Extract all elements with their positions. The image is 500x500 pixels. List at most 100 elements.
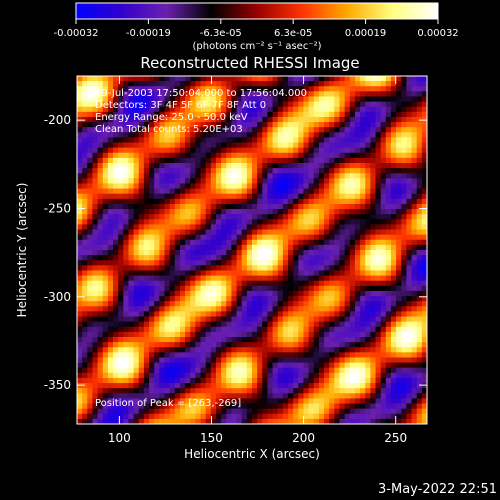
heatmap-cell: [241, 337, 248, 343]
heatmap-cell: [97, 331, 104, 338]
heatmap-cell: [354, 316, 361, 323]
heatmap-cell: [396, 203, 402, 210]
heatmap-cell: [205, 183, 212, 190]
heatmap-cell: [164, 106, 171, 113]
heatmap-cell: [200, 239, 207, 246]
heatmap-cell: [221, 132, 227, 139]
heatmap-cell: [123, 163, 130, 169]
heatmap-cell: [159, 398, 166, 405]
heatmap-cell: [349, 219, 356, 226]
heatmap-cell: [308, 275, 315, 282]
heatmap-cell: [272, 362, 279, 369]
heatmap-cell: [226, 106, 233, 113]
heatmap-cell: [102, 270, 109, 277]
heatmap-cell: [87, 96, 94, 103]
heatmap-cell: [303, 383, 310, 389]
heatmap-cell: [246, 229, 253, 236]
heatmap-cell: [241, 316, 248, 323]
heatmap-cell: [262, 183, 269, 190]
heatmap-cell: [272, 383, 279, 389]
heatmap-cell: [401, 342, 408, 348]
heatmap-cell: [210, 321, 217, 328]
heatmap-cell: [246, 362, 253, 369]
heatmap-cell: [190, 260, 196, 266]
heatmap-cell: [92, 188, 99, 195]
heatmap-cell: [267, 147, 274, 154]
heatmap-cell: [416, 224, 423, 231]
heatmap-cell: [169, 377, 176, 384]
heatmap-cell: [174, 408, 181, 415]
heatmap-cell: [143, 76, 150, 82]
heatmap-cell: [159, 203, 166, 210]
heatmap-cell: [195, 116, 202, 123]
heatmap-cell: [154, 377, 160, 384]
heatmap-cell: [318, 106, 325, 113]
heatmap-cell: [396, 96, 402, 103]
heatmap-cell: [318, 229, 325, 236]
heatmap-cell: [215, 198, 222, 205]
heatmap-cell: [385, 152, 392, 159]
heatmap-cell: [411, 116, 418, 123]
heatmap-cell: [102, 408, 109, 415]
heatmap-cell: [143, 173, 150, 179]
heatmap-cell: [308, 111, 315, 118]
heatmap-cell: [143, 101, 150, 108]
heatmap-cell: [246, 301, 253, 307]
heatmap-cell: [246, 372, 253, 379]
heatmap-cell: [396, 290, 402, 297]
heatmap-cell: [298, 168, 305, 174]
heatmap-cell: [272, 86, 279, 92]
heatmap-cell: [200, 331, 207, 338]
heatmap-cell: [205, 342, 212, 348]
heatmap-cell: [416, 326, 423, 333]
heatmap-cell: [221, 142, 227, 149]
heatmap-cell: [339, 137, 346, 144]
heatmap-cell: [87, 101, 94, 108]
heatmap-cell: [293, 383, 299, 389]
heatmap-cell: [97, 377, 104, 384]
heatmap-cell: [195, 203, 202, 210]
heatmap-cell: [375, 255, 382, 261]
heatmap-cell: [164, 224, 171, 231]
heatmap-cell: [354, 255, 361, 261]
heatmap-cell: [329, 326, 335, 333]
heatmap-cell: [267, 234, 274, 241]
heatmap-cell: [149, 403, 155, 410]
heatmap-cell: [77, 173, 83, 179]
heatmap-cell: [401, 76, 408, 82]
heatmap-cell: [195, 132, 202, 139]
heatmap-cell: [128, 306, 135, 313]
colorbar-ticks: [75, 19, 439, 24]
heatmap-cell: [272, 152, 279, 159]
heatmap-cell: [303, 122, 310, 128]
heatmap-cell: [107, 408, 114, 415]
heatmap-cell: [277, 331, 284, 338]
heatmap-cell: [360, 188, 366, 195]
heatmap-cell: [406, 127, 413, 133]
heatmap-cell: [303, 403, 310, 410]
heatmap-cell: [375, 101, 382, 108]
heatmap-cell: [123, 331, 130, 338]
heatmap-cell: [174, 306, 181, 313]
heatmap-cell: [344, 163, 351, 169]
heatmap-cell: [262, 367, 269, 374]
heatmap-cell: [375, 178, 382, 185]
heatmap-cell: [226, 377, 233, 384]
heatmap-cell: [215, 157, 222, 164]
heatmap-cell: [282, 265, 289, 272]
heatmap-cell: [421, 76, 427, 82]
heatmap-cell: [97, 418, 104, 424]
heatmap-cell: [133, 388, 140, 394]
heatmap-cell: [354, 383, 361, 389]
heatmap-cell: [133, 183, 140, 190]
heatmap-cell: [380, 132, 387, 139]
heatmap-cell: [385, 234, 392, 241]
heatmap-cell: [179, 372, 186, 379]
heatmap-cell: [298, 357, 305, 364]
heatmap-cell: [133, 234, 140, 241]
heatmap-cell: [293, 203, 299, 210]
heatmap-cell: [154, 244, 160, 251]
heatmap-cell: [174, 163, 181, 169]
heatmap-cell: [406, 157, 413, 164]
heatmap-cell: [257, 357, 263, 364]
